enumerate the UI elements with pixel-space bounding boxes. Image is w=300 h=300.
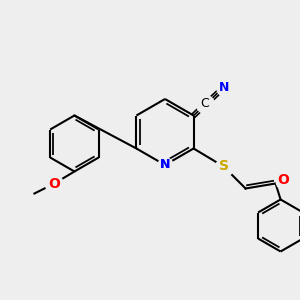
Text: N: N [218, 81, 229, 94]
Text: N: N [160, 158, 170, 172]
Text: N: N [160, 158, 170, 172]
Text: O: O [278, 173, 290, 188]
Text: C: C [200, 97, 209, 110]
Text: O: O [49, 176, 60, 190]
Text: S: S [219, 160, 229, 173]
